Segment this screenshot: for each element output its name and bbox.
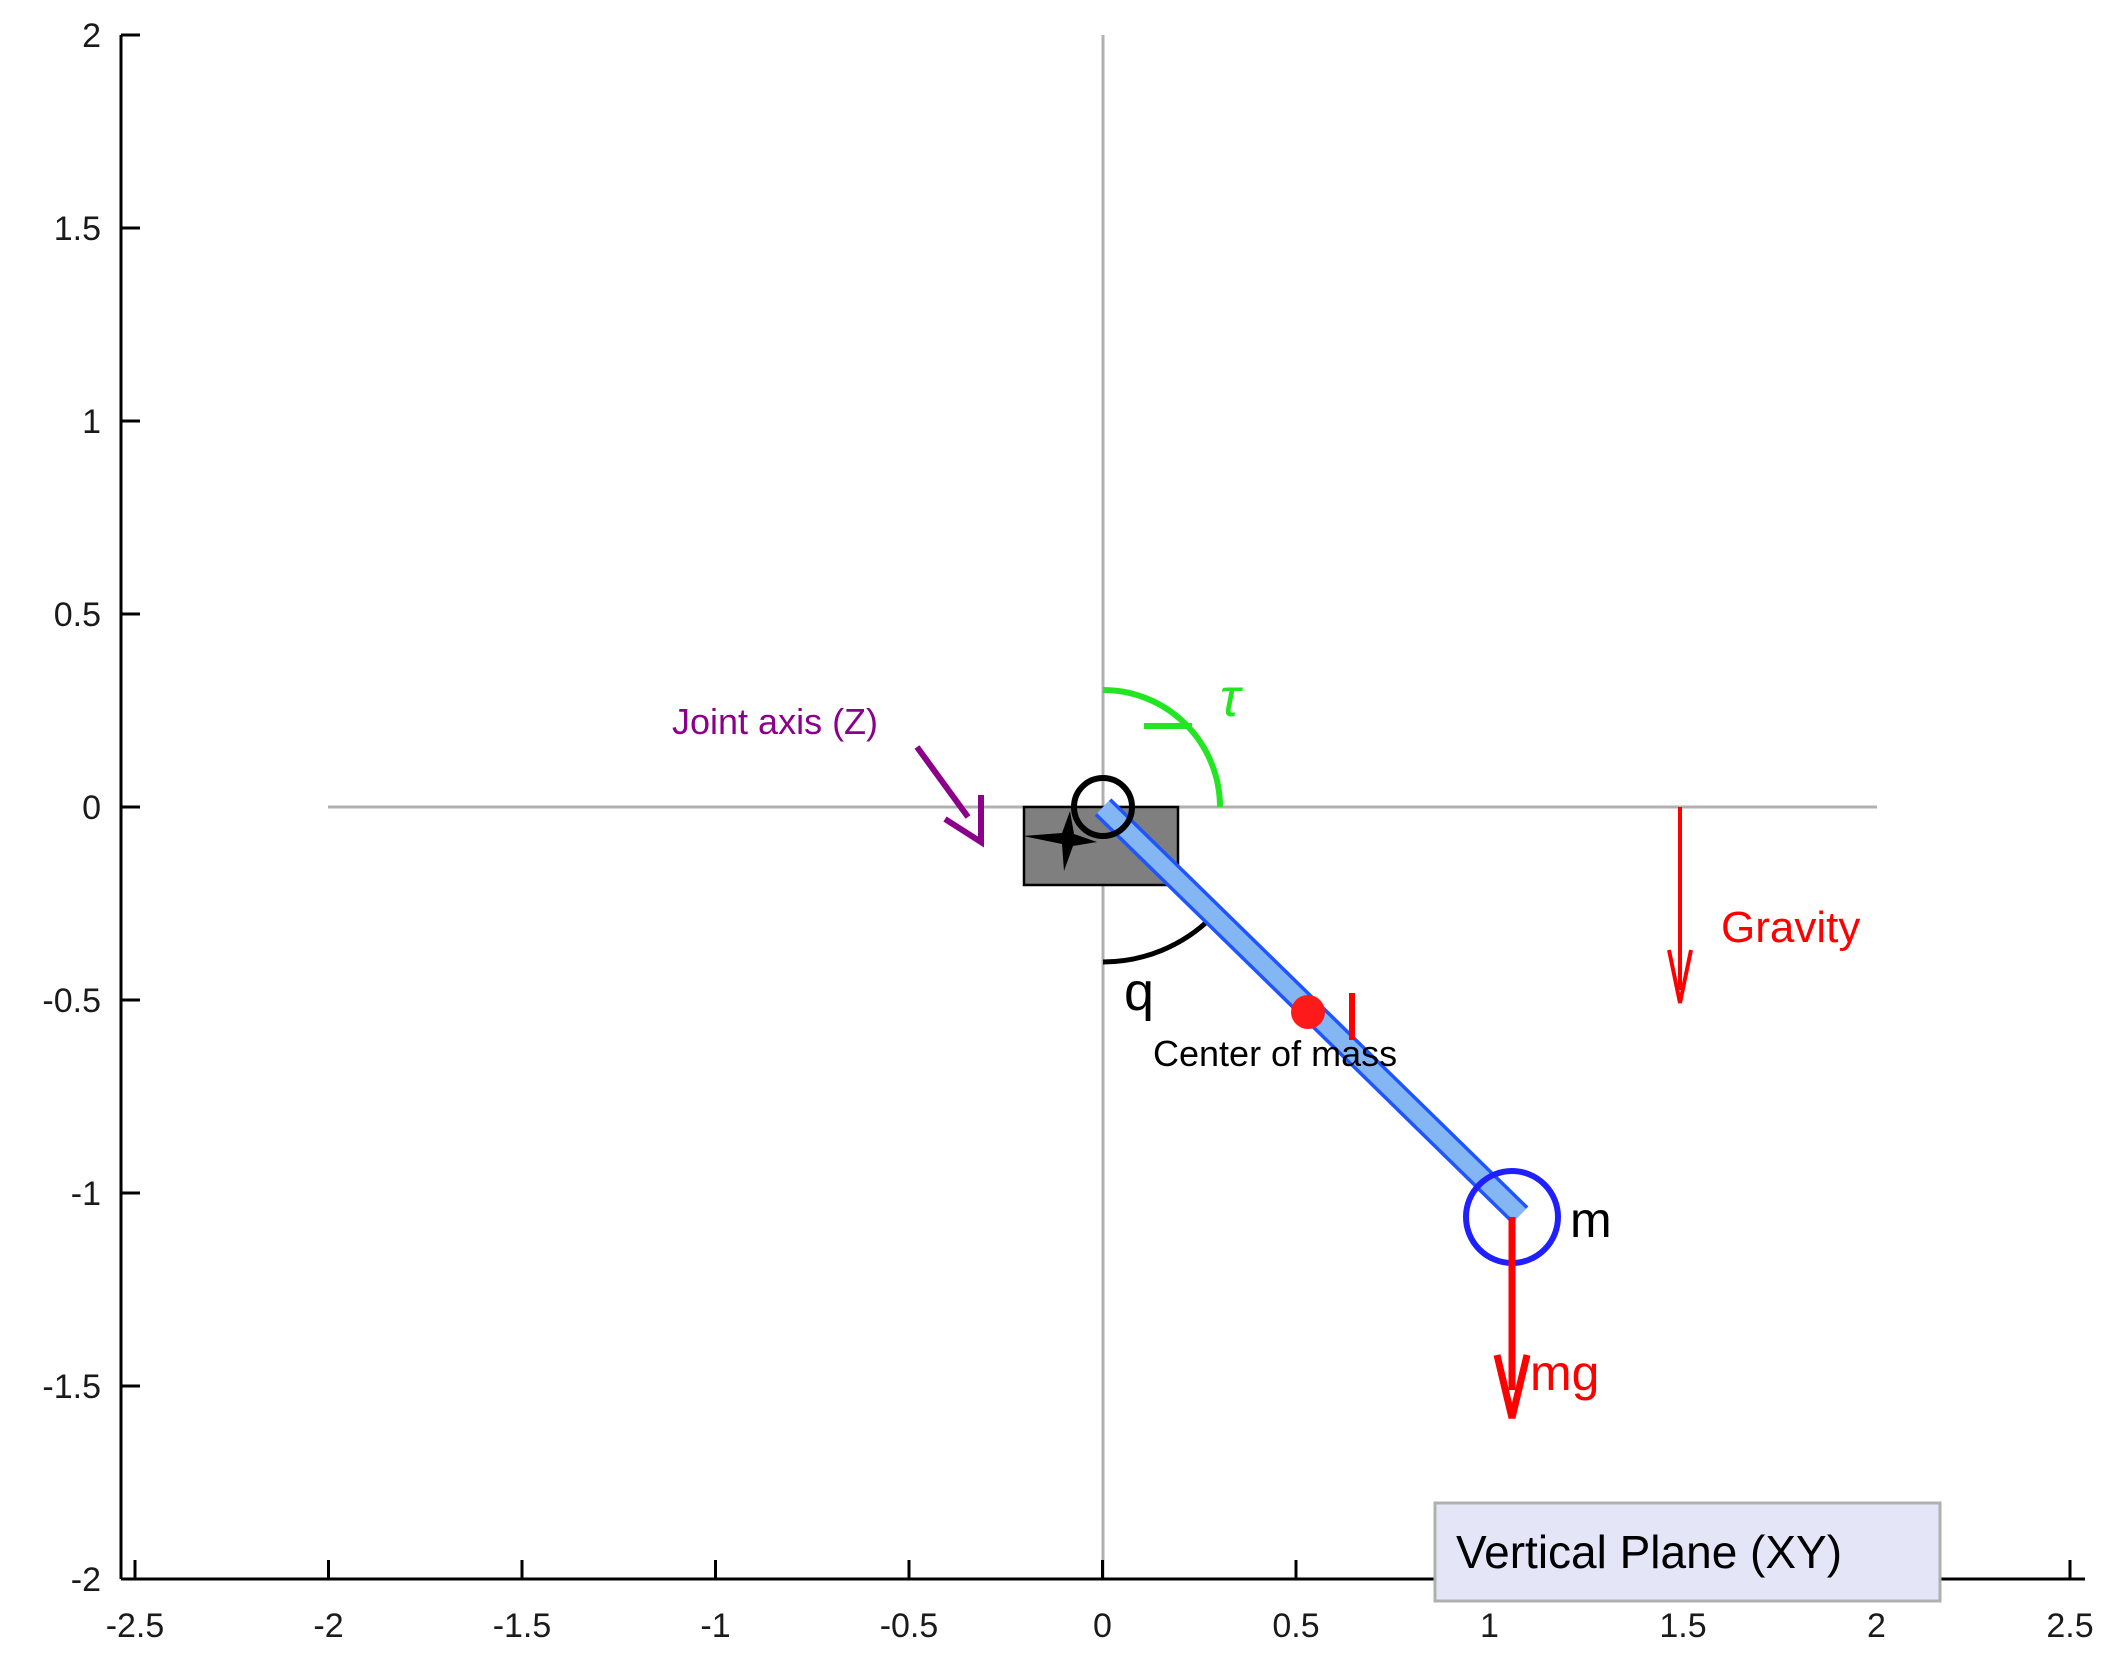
joint-axis-arrowhead: [943, 795, 984, 848]
center-of-mass-label: Center of mass: [1153, 1033, 1397, 1074]
y-tick-label: 0.5: [54, 596, 101, 634]
y-tick-label: 1: [82, 403, 101, 441]
x-tick-label: 2: [1867, 1607, 1886, 1645]
joint-axis-arrow-shaft: [914, 745, 971, 819]
x-tick-label: -1.5: [493, 1607, 552, 1645]
y-tick-label: 2: [82, 17, 101, 55]
x-tick-label: 1.5: [1659, 1607, 1706, 1645]
x-tick-label: 1: [1480, 1607, 1499, 1645]
weight-arrowhead: [1493, 1354, 1531, 1419]
x-tick-label: -2: [313, 1607, 343, 1645]
fixed-base-star-icon: [1023, 811, 1097, 871]
x-tick-label: -2.5: [106, 1607, 165, 1645]
mass-label: m: [1570, 1192, 1612, 1248]
y-tick-label: 0: [82, 789, 101, 827]
center-of-mass-dot: [1291, 995, 1325, 1029]
y-axis-ticks: 2 1.5 1 0.5 0 -0.5 -1 -1.5 -2: [42, 17, 140, 1599]
joint-axis-label: Joint axis (Z): [672, 701, 878, 742]
y-tick-label: -0.5: [42, 982, 101, 1020]
y-tick-label: -1.5: [42, 1368, 101, 1406]
x-axis-ticks: -2.5 -2 -1.5 -1 -0.5 0 0.5 1 1.5 2 2.5: [106, 1560, 2094, 1645]
weight-label: mg: [1530, 1345, 1599, 1401]
x-tick-label: 0: [1093, 1607, 1112, 1645]
angle-label: q: [1124, 962, 1154, 1022]
y-tick-label: 1.5: [54, 210, 101, 248]
x-tick-label: -0.5: [880, 1607, 939, 1645]
x-tick-label: 2.5: [2046, 1607, 2093, 1645]
angle-arc: [1102, 915, 1214, 965]
y-tick-label: -2: [71, 1561, 101, 1599]
plane-label: Vertical Plane (XY): [1456, 1526, 1842, 1578]
plane-label-box: [1433, 1501, 1942, 1603]
torque-arc: [1102, 687, 1223, 808]
gravity-label: Gravity: [1721, 903, 1860, 952]
y-tick-label: -1: [71, 1175, 101, 1213]
pivot-joint: [1071, 775, 1135, 839]
x-tick-label: -1: [700, 1607, 730, 1645]
gravity-arrowhead: [1667, 949, 1693, 1004]
x-tick-label: 0.5: [1272, 1607, 1319, 1645]
torque-label: τ: [1220, 668, 1243, 728]
